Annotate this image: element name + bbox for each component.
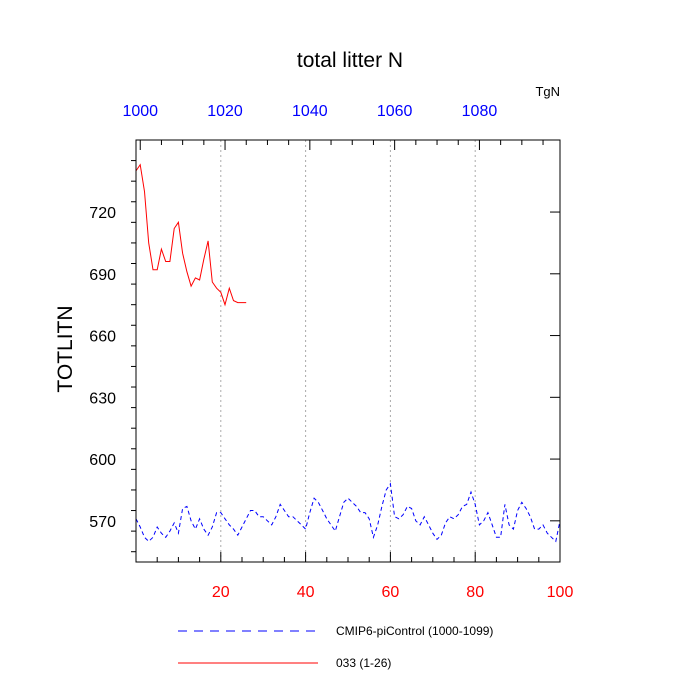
series-line-piControl [135,482,561,543]
x-bottom-tick-label-80: 80 [466,584,484,601]
y-axis-label: TOTLITN [54,305,77,392]
y-tick-label-600: 600 [89,452,116,469]
y-tick-label-660: 660 [89,329,116,346]
legend-label-1: 033 (1-26) [336,656,391,670]
grid-lines [220,140,476,562]
x-top-tick-label-1080: 1080 [462,103,498,120]
y-tick-label-570: 570 [89,514,116,531]
series-line-033 [135,163,247,307]
x-top-tick-label-1000: 1000 [122,103,158,120]
x-bottom-tick-label-100: 100 [547,584,574,601]
plot-frame [135,139,561,563]
plot-series [135,163,561,543]
x-bottom-tick-label-20: 20 [212,584,230,601]
x-top-tick-label-1060: 1060 [377,103,413,120]
units-label: TgN [535,84,560,99]
y-tick-label-630: 630 [89,390,116,407]
axis-ticks: 20 40 60 80 100 1000 1020 1040 1060 1080 570 600 630… [89,103,573,601]
x-bottom-tick-label-60: 60 [382,584,400,601]
legend: CMIP6-piControl (1000-1099) 033 (1-26) [178,624,493,670]
y-tick-label-720: 720 [89,205,116,222]
y-tick-label-690: 690 [89,267,116,284]
x-top-tick-label-1020: 1020 [207,103,243,120]
x-top-tick-label-1040: 1040 [292,103,328,120]
chart-title: total litter N [297,49,403,72]
legend-label-0: CMIP6-piControl (1000-1099) [336,624,493,638]
x-bottom-tick-label-40: 40 [297,584,315,601]
